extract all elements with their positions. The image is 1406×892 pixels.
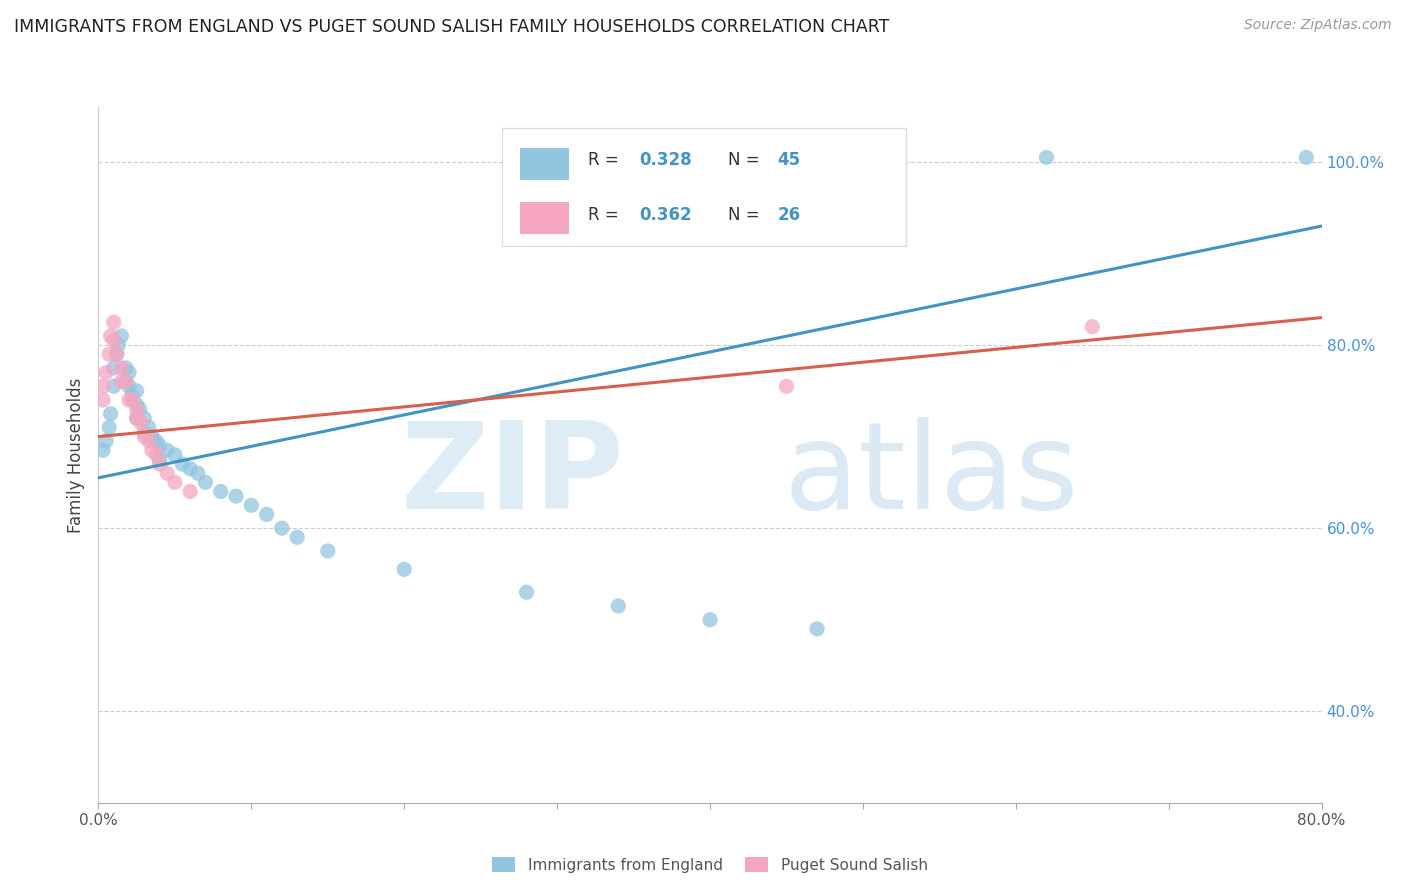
Point [91,392,114,407]
Text: R =: R = [588,205,624,224]
Point [240,498,263,512]
FancyBboxPatch shape [520,148,569,179]
Point [134,411,156,425]
Point [138,434,160,449]
Text: 0.328: 0.328 [640,152,692,169]
Point [125,398,148,412]
Text: 26: 26 [778,205,800,224]
Point [141,429,163,443]
Point [121,388,143,402]
Point [98,347,121,361]
Point [163,475,186,490]
Point [1295,150,1317,164]
Point [103,361,125,376]
Point [128,402,150,417]
Point [91,379,114,393]
Point [100,407,122,421]
Legend: Immigrants from England, Puget Sound Salish: Immigrants from England, Puget Sound Sal… [486,850,934,879]
Point [98,420,121,434]
Point [103,379,125,393]
Point [225,489,247,503]
Point [149,457,172,471]
Point [103,315,125,329]
Text: N =: N = [728,152,765,169]
Point [110,361,132,376]
Point [187,467,209,481]
Text: 0.362: 0.362 [640,205,692,224]
Text: IMMIGRANTS FROM ENGLAND VS PUGET SOUND SALISH FAMILY HOUSEHOLDS CORRELATION CHAR: IMMIGRANTS FROM ENGLAND VS PUGET SOUND S… [14,18,890,36]
Point [121,392,143,407]
Point [125,411,148,425]
Point [103,334,125,348]
Point [149,439,172,453]
Point [125,402,148,417]
Point [149,452,172,467]
Text: ZIP: ZIP [401,417,624,534]
Point [607,599,630,613]
Point [270,521,292,535]
Point [285,530,308,544]
Point [105,347,128,361]
Point [775,379,797,393]
Point [141,443,163,458]
Point [107,338,129,352]
Point [129,416,152,430]
Point [125,411,148,425]
Point [110,375,132,389]
Text: N =: N = [728,205,765,224]
Point [134,429,156,443]
Point [163,448,186,462]
Point [1035,150,1057,164]
Y-axis label: Family Households: Family Households [66,377,84,533]
Point [156,467,179,481]
Point [316,544,339,558]
Point [94,366,117,380]
FancyBboxPatch shape [520,202,569,234]
Point [699,613,721,627]
Point [179,461,201,475]
Point [118,392,141,407]
Point [105,347,128,361]
Point [115,375,138,389]
Point [118,379,141,393]
Point [172,457,194,471]
Point [145,434,167,449]
Text: R =: R = [588,152,624,169]
Point [1081,319,1104,334]
Point [91,443,114,458]
Point [138,420,160,434]
Point [806,622,828,636]
Point [392,562,416,576]
Point [179,484,201,499]
Text: Source: ZipAtlas.com: Source: ZipAtlas.com [1244,18,1392,32]
Point [118,366,141,380]
Point [156,443,179,458]
Point [256,508,278,522]
Point [110,329,132,343]
Point [94,434,117,449]
Point [209,484,232,499]
Point [125,384,148,398]
Text: 45: 45 [778,152,800,169]
Point [516,585,538,599]
Point [115,361,138,376]
Text: atlas: atlas [783,417,1078,534]
Point [145,448,167,462]
Point [134,425,156,439]
Point [115,375,138,389]
FancyBboxPatch shape [502,128,905,246]
Point [100,329,122,343]
Point [194,475,217,490]
